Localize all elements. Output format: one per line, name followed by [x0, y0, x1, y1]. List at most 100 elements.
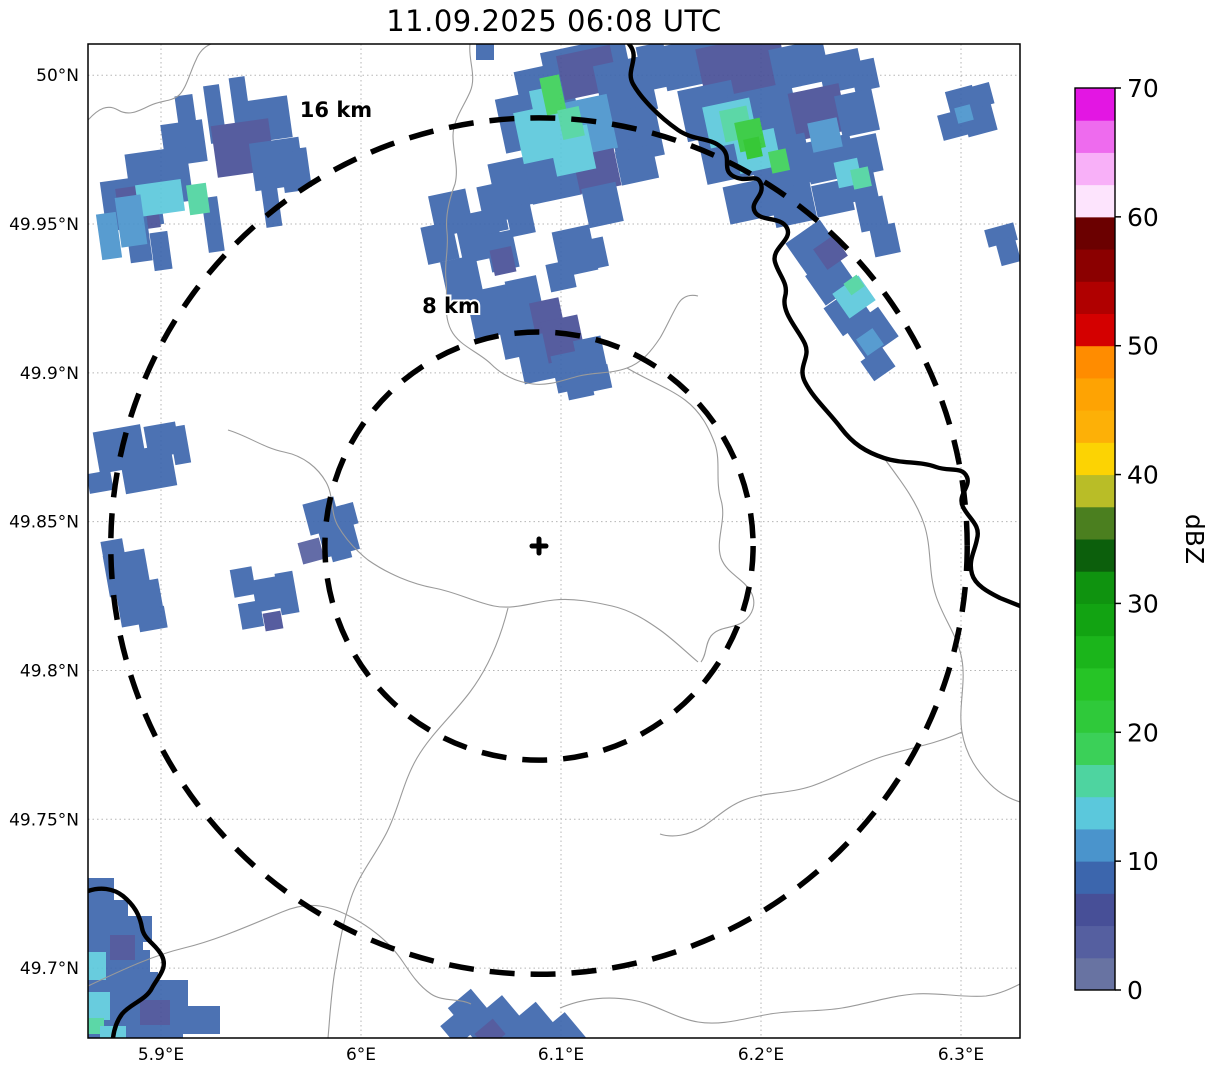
echo-cell — [849, 57, 880, 93]
echo-cell — [114, 194, 148, 248]
echo-cell — [474, 1018, 506, 1038]
echo-cell — [88, 992, 110, 1020]
echo-cell — [182, 1006, 220, 1034]
echo-cell — [168, 424, 192, 466]
echo-cell — [110, 935, 135, 960]
country-border — [88, 886, 167, 1038]
echo-cell — [512, 1001, 566, 1038]
echo-cell — [88, 470, 114, 494]
echo-cell — [229, 566, 257, 598]
echo-cell — [585, 363, 613, 393]
admin-border — [327, 607, 509, 1038]
admin-border — [883, 457, 1020, 803]
colorbar-segment — [1075, 474, 1115, 508]
echo-cell — [259, 176, 283, 228]
colorbar-segment — [1075, 796, 1115, 830]
colorbar-tick-label: 70 — [1127, 74, 1159, 103]
echo-cell — [540, 314, 586, 364]
admin-border — [88, 905, 472, 1005]
echo-cell — [136, 605, 168, 633]
colorbar-segment — [1075, 345, 1115, 379]
echo-cell — [262, 610, 284, 632]
country-border — [626, 44, 1020, 609]
y-tick-label: 49.8°N — [20, 661, 79, 681]
echo-cell — [850, 166, 872, 190]
colorbar-segment — [1075, 506, 1115, 540]
range-ring-16km — [108, 115, 970, 978]
echo-cell — [572, 335, 608, 373]
echo-cell — [811, 178, 855, 218]
colorbar: 0 10 20 30 40 50 60 70 dBZ — [1074, 74, 1207, 1005]
echo-cell — [149, 230, 173, 272]
x-tick-label: 6°E — [346, 1045, 376, 1065]
admin-border — [88, 44, 212, 121]
echo-cell — [557, 106, 585, 140]
colorbar-segment — [1075, 88, 1115, 121]
colorbar-tick-label: 10 — [1127, 847, 1159, 876]
colorbar-segment — [1075, 442, 1115, 476]
echo-cell — [743, 136, 763, 160]
x-tick-label: 5.9°E — [138, 1045, 184, 1065]
colorbar-segment — [1075, 410, 1115, 443]
colorbar-segment — [1075, 184, 1115, 218]
echo-cell — [843, 274, 865, 296]
echo-cell — [237, 600, 265, 630]
echo-cell — [767, 148, 791, 174]
echo-cell — [547, 124, 597, 177]
echo-cell — [544, 1012, 590, 1038]
colorbar-segment — [1075, 925, 1115, 959]
colorbar-tick-label: 30 — [1127, 589, 1159, 618]
colorbar-segment — [1075, 152, 1115, 186]
y-tick-label: 50°N — [36, 66, 79, 86]
echo-cell — [994, 235, 1020, 267]
colorbar-segment — [1075, 957, 1115, 991]
echo-cell — [832, 275, 876, 319]
y-tick-label: 49.95°N — [9, 215, 79, 235]
x-tick-label: 6.3°E — [938, 1045, 984, 1065]
y-tick-label: 49.9°N — [20, 364, 79, 384]
echo-cell — [816, 48, 866, 94]
echo-cell — [476, 44, 494, 60]
colorbar-segment — [1075, 893, 1115, 927]
colorbar-segment — [1075, 635, 1115, 669]
echo-cell — [186, 182, 210, 216]
admin-border — [445, 44, 699, 385]
colorbar-segment — [1075, 216, 1115, 250]
colorbar-tick-label: 60 — [1127, 203, 1159, 232]
colorbar-segment — [1075, 603, 1115, 637]
echo-cell — [88, 900, 128, 938]
echo-cell — [174, 94, 200, 148]
echo-cell — [971, 82, 995, 108]
echo-cell — [440, 254, 484, 304]
echo-cell — [539, 74, 567, 116]
echo-cell — [88, 952, 106, 980]
country-borders — [88, 44, 1020, 1038]
colorbar-segment — [1075, 377, 1115, 411]
colorbar-segment — [1075, 861, 1115, 894]
colorbar-frame — [1074, 87, 1116, 991]
echo-cell — [545, 259, 577, 293]
echo-cell — [134, 178, 186, 218]
echo-cell — [327, 537, 353, 563]
echo-cell — [274, 570, 300, 616]
echo-cell — [95, 211, 123, 261]
range-ring-label: 8 km — [422, 294, 480, 318]
colorbar-segment — [1075, 764, 1115, 798]
echo-cell — [481, 202, 509, 234]
colorbar-segment — [1075, 249, 1115, 282]
range-ring-8km — [322, 329, 756, 763]
echo-cell — [614, 144, 660, 186]
echo-cell — [118, 443, 178, 495]
colorbar-segment — [1075, 313, 1115, 347]
colorbar-segment — [1075, 828, 1115, 862]
echo-cell — [585, 236, 609, 270]
admin-border — [626, 367, 755, 663]
colorbar-tick-label: 50 — [1127, 332, 1159, 361]
colorbar-segment — [1075, 700, 1115, 733]
plot-title: 11.09.2025 06:08 UTC — [386, 4, 722, 38]
echo-cell — [228, 76, 252, 128]
colorbar-segment — [1075, 539, 1115, 572]
echo-cell — [807, 117, 843, 153]
